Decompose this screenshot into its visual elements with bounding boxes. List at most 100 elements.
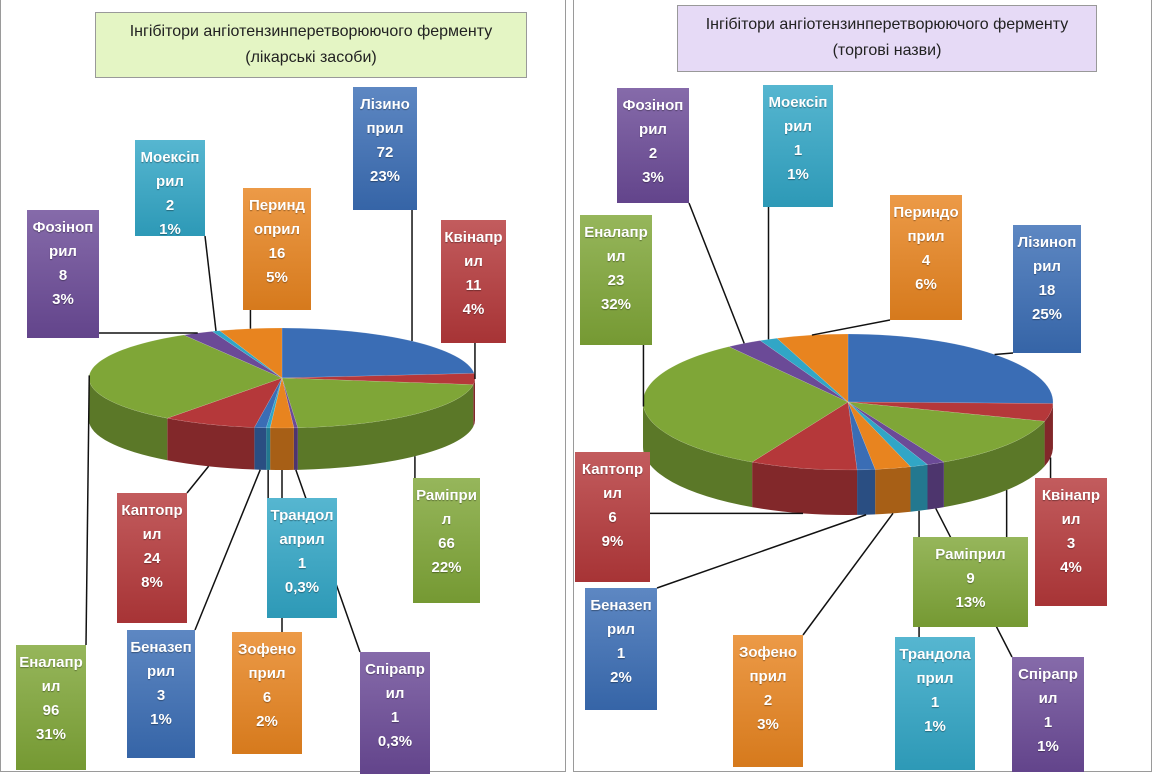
- data-label: Фозіноприл 2 3%: [617, 88, 689, 203]
- label-value: 2: [648, 145, 658, 162]
- pie-slice: [847, 401, 1054, 422]
- data-label: Зофеноприл 2 3%: [733, 635, 803, 767]
- label-name: Беназеприл: [130, 639, 192, 680]
- label-name: Трандолаприл: [270, 507, 334, 548]
- data-label: Квінаприл 11 4%: [441, 220, 506, 343]
- label-percent: 13%: [955, 594, 986, 611]
- label-percent: 25%: [1031, 306, 1063, 323]
- data-label: Периндоприл 4 6%: [890, 195, 962, 320]
- label-percent: 23%: [369, 168, 401, 185]
- pie-slice: [847, 401, 929, 468]
- pie-slice: [751, 401, 858, 471]
- leader-line: [186, 465, 210, 494]
- label-percent: 4%: [1060, 559, 1082, 576]
- label-value: 18: [1038, 282, 1056, 299]
- label-name: Спіраприл: [365, 661, 425, 702]
- pie-slice: [166, 377, 283, 428]
- slice-side: [910, 464, 928, 512]
- label-value: 1: [1043, 714, 1053, 731]
- pie-slice: [847, 333, 1054, 404]
- label-name: Лізиноприл: [1017, 234, 1077, 275]
- leader-line: [194, 469, 261, 631]
- data-label: Зофеноприл 6 2%: [232, 632, 302, 754]
- label-name: Раміприл: [935, 546, 1006, 563]
- label-value: 1: [390, 709, 400, 726]
- data-label: Каптоприл 6 9%: [575, 452, 650, 582]
- chart-title: Інгібітори ангіотензинперетворюючого фер…: [677, 5, 1097, 72]
- slice-side: [1044, 403, 1053, 467]
- label-percent: 8%: [141, 574, 163, 591]
- label-percent: 1%: [159, 221, 181, 236]
- label-value: 23: [607, 272, 625, 289]
- leader-line: [802, 512, 894, 636]
- slice-side: [297, 384, 474, 470]
- pie-slice: [269, 377, 295, 429]
- data-label: Раміприл 66 22%: [413, 478, 480, 603]
- label-name: Фозіноприл: [32, 219, 94, 260]
- leader-line: [204, 235, 217, 332]
- label-value: 16: [268, 245, 286, 262]
- label-percent: 3%: [757, 716, 779, 733]
- data-label: Еналаприл 23 32%: [580, 215, 652, 345]
- slice-side: [643, 402, 753, 508]
- label-name: Раміприл: [416, 487, 477, 528]
- data-label: Спіраприл 1 0,3%: [360, 652, 430, 774]
- slice-side: [167, 418, 255, 470]
- data-label: Лізиноприл 18 25%: [1013, 225, 1081, 353]
- slice-side: [875, 466, 911, 515]
- slice-side: [270, 427, 294, 470]
- data-label: Раміприл 9 13%: [913, 537, 1028, 627]
- label-value: 1: [297, 555, 307, 572]
- label-value: 8: [58, 267, 68, 284]
- leader-line: [656, 514, 867, 589]
- data-label: Еналаприл 96 31%: [16, 645, 86, 770]
- label-percent: 0,3%: [377, 733, 413, 750]
- label-percent: 1%: [787, 166, 809, 183]
- label-value: 3: [156, 687, 166, 704]
- pie-slice: [281, 377, 299, 429]
- label-value: 4: [921, 252, 931, 269]
- slice-side: [254, 427, 267, 470]
- label-percent: 2%: [256, 713, 278, 730]
- pie-slice: [847, 401, 945, 465]
- label-percent: 1%: [924, 718, 946, 735]
- label-value: 72: [376, 144, 394, 161]
- label-name: Периндоприл: [248, 197, 306, 238]
- pie-slice: [847, 401, 876, 471]
- label-name: Еналаприл: [19, 654, 83, 695]
- label-percent: 2%: [610, 669, 632, 686]
- label-value: 9: [966, 570, 975, 587]
- label-name: Квінаприл: [1041, 487, 1101, 528]
- data-label: Трандолаприл 1 1%: [895, 637, 975, 770]
- label-value: 11: [465, 277, 482, 294]
- data-label: Моексіприл 2 1%: [135, 140, 205, 236]
- leader-line: [811, 319, 891, 336]
- data-label: Спіраприл 1 1%: [1012, 657, 1084, 772]
- label-percent: 22%: [431, 559, 462, 576]
- data-label: Лізиноприл 72 23%: [353, 87, 417, 210]
- pie-slice: [281, 373, 476, 385]
- pie-slice: [265, 377, 283, 429]
- data-label: Трандолаприл 1 0,3%: [267, 498, 337, 618]
- chart-panel: [0, 0, 566, 772]
- leader-line: [85, 375, 91, 646]
- label-value: 3: [1066, 535, 1076, 552]
- slice-side: [927, 462, 944, 510]
- label-name: Беназеприл: [590, 597, 652, 638]
- slice-side: [293, 427, 298, 470]
- label-name: Зофеноприл: [237, 641, 297, 682]
- data-label: Фозіноприл 8 3%: [27, 210, 99, 338]
- label-percent: 31%: [35, 726, 67, 743]
- label-percent: 4%: [462, 301, 485, 318]
- data-label: Моексіприл 1 1%: [763, 85, 833, 207]
- data-label: Беназеприл 1 2%: [585, 588, 657, 710]
- label-name: Трандолаприл: [899, 646, 971, 687]
- label-percent: 3%: [52, 291, 74, 308]
- label-percent: 0,3%: [284, 579, 320, 596]
- label-percent: 1%: [1037, 738, 1059, 755]
- label-name: Спіраприл: [1018, 666, 1078, 707]
- slice-side: [89, 378, 168, 461]
- label-value: 2: [165, 197, 175, 214]
- slice-side: [752, 462, 858, 515]
